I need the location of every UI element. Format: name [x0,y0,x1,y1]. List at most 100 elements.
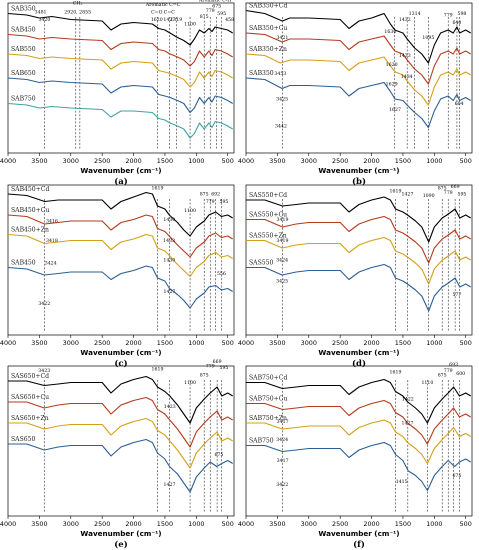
peak-label: 692 [211,192,220,198]
peak-label: Aromatic C-H [198,0,231,4]
plot-frame [245,365,473,517]
series-label: SAB750+Cu [249,396,287,403]
series-line [246,419,471,465]
series-line [8,396,233,448]
peak-label: C=O [151,10,163,16]
peak-label: 3422 [38,301,50,307]
peak-label: 1100 [184,22,196,28]
x-tick-label: 3500 [31,520,47,528]
peak-label: Aromatic C=C [145,2,181,8]
series-label: SAB650 [11,70,36,77]
x-tick-label: 2000 [125,520,141,528]
peak-label: 1620 [386,62,398,68]
x-axis-label: Wavenumber (cm⁻¹) [318,529,399,538]
x-tick-label: 3500 [269,157,285,165]
peak-label: 3421 [276,35,288,41]
x-tick-label: 2000 [363,157,379,165]
series-label: SAB350+Cu [249,25,287,32]
peak-label: 779 [444,368,453,374]
x-tick-label: 500 [460,520,472,528]
x-tick-label: 500 [460,157,472,165]
peak-label: 779 [206,8,215,14]
peak-label: 1314 [409,11,421,17]
x-tick-label: 3500 [31,157,47,165]
peak-label: 1100 [184,208,196,214]
series-line [8,417,233,469]
series-label: SAB550 [11,46,36,53]
peak-label: 595 [219,365,228,371]
series-label: SAB350+Zn [249,46,287,53]
peak-label: 458 [225,17,234,23]
peak-label: 875 [200,14,209,20]
series-label: SAB450+Cu [11,207,49,214]
peak-label: 577 [452,292,461,298]
peak-label: 3424 [276,258,288,264]
series-line [7,33,233,67]
series-label: SAB350 [11,6,36,13]
peak-label: 669 [451,184,460,190]
x-tick-label: 1500 [157,339,173,347]
series-label: SAB450 [11,27,36,34]
series-label: SAB350+Cd [249,3,287,10]
peak-label: 1619 [152,367,164,373]
series-line [8,438,233,493]
x-tick-label: 2000 [125,339,141,347]
series-line [7,191,233,237]
x-tick-label: 3000 [301,339,317,347]
peak-label: 875 [200,373,209,379]
peak-label: 2920, 2855 [64,10,91,16]
peak-label: 693 [449,362,458,368]
x-tick-label: 1500 [395,520,411,528]
x-tick-label: 1500 [395,157,411,165]
series-line [7,102,233,139]
peak-label: 3424 [45,261,57,267]
x-axis-label: Wavenumber (cm⁻¹) [80,348,161,357]
series-line [246,263,471,312]
peak-label: 779 [206,364,215,370]
x-tick-label: 4000 [238,339,254,347]
peak-label: 779 [206,199,215,205]
series-line [245,9,471,64]
series-label: SAS550+Zn [249,233,287,240]
series-line [7,77,233,114]
series-label: SAS650+Cd [11,373,49,380]
peak-label: 3420 [38,17,50,23]
series-line [7,233,233,278]
peak-label: 1423 [164,404,176,410]
x-tick-label: 4000 [0,157,16,165]
peak-label: 1433 [163,238,175,244]
series-line [246,399,471,445]
peak-label: 779 [444,13,453,19]
peak-label: 640 [452,20,461,26]
x-tick-label: 2000 [125,157,141,165]
x-tick-label: 1500 [395,339,411,347]
series-label: SAB750 [249,438,274,445]
x-axis-label: Wavenumber (cm⁻¹) [318,166,399,175]
panel-label: (e) [114,539,127,550]
panel-label: (f) [353,539,365,550]
x-tick-label: 500 [222,520,234,528]
peak-label: 598 [457,11,466,17]
x-axis-label: Wavenumber (cm⁻¹) [80,166,161,175]
peak-label: 875 [200,192,209,198]
x-tick-label: 1000 [426,157,442,165]
peak-label: C=C [164,10,176,16]
x-axis-label: Wavenumber (cm⁻¹) [318,348,399,357]
peak-label: 3442 [275,124,287,130]
x-axis-label: Wavenumber (cm⁻¹) [80,529,161,538]
peak-label: 3418 [46,238,58,244]
peak-label: 1629 [386,82,398,88]
x-tick-label: 3000 [63,339,79,347]
series-line [7,12,233,46]
peak-label: 3419 [277,217,289,223]
peak-label: 1319 [170,17,182,23]
peak-label: 669 [213,359,222,365]
peak-label: 595 [457,192,466,198]
peak-label: 1422 [402,397,414,403]
peak-label: 604 [455,101,464,107]
x-tick-label: 2500 [332,157,348,165]
x-tick-label: 3000 [63,520,79,528]
x-tick-label: 2000 [363,339,379,347]
peak-label: 779 [444,190,453,196]
